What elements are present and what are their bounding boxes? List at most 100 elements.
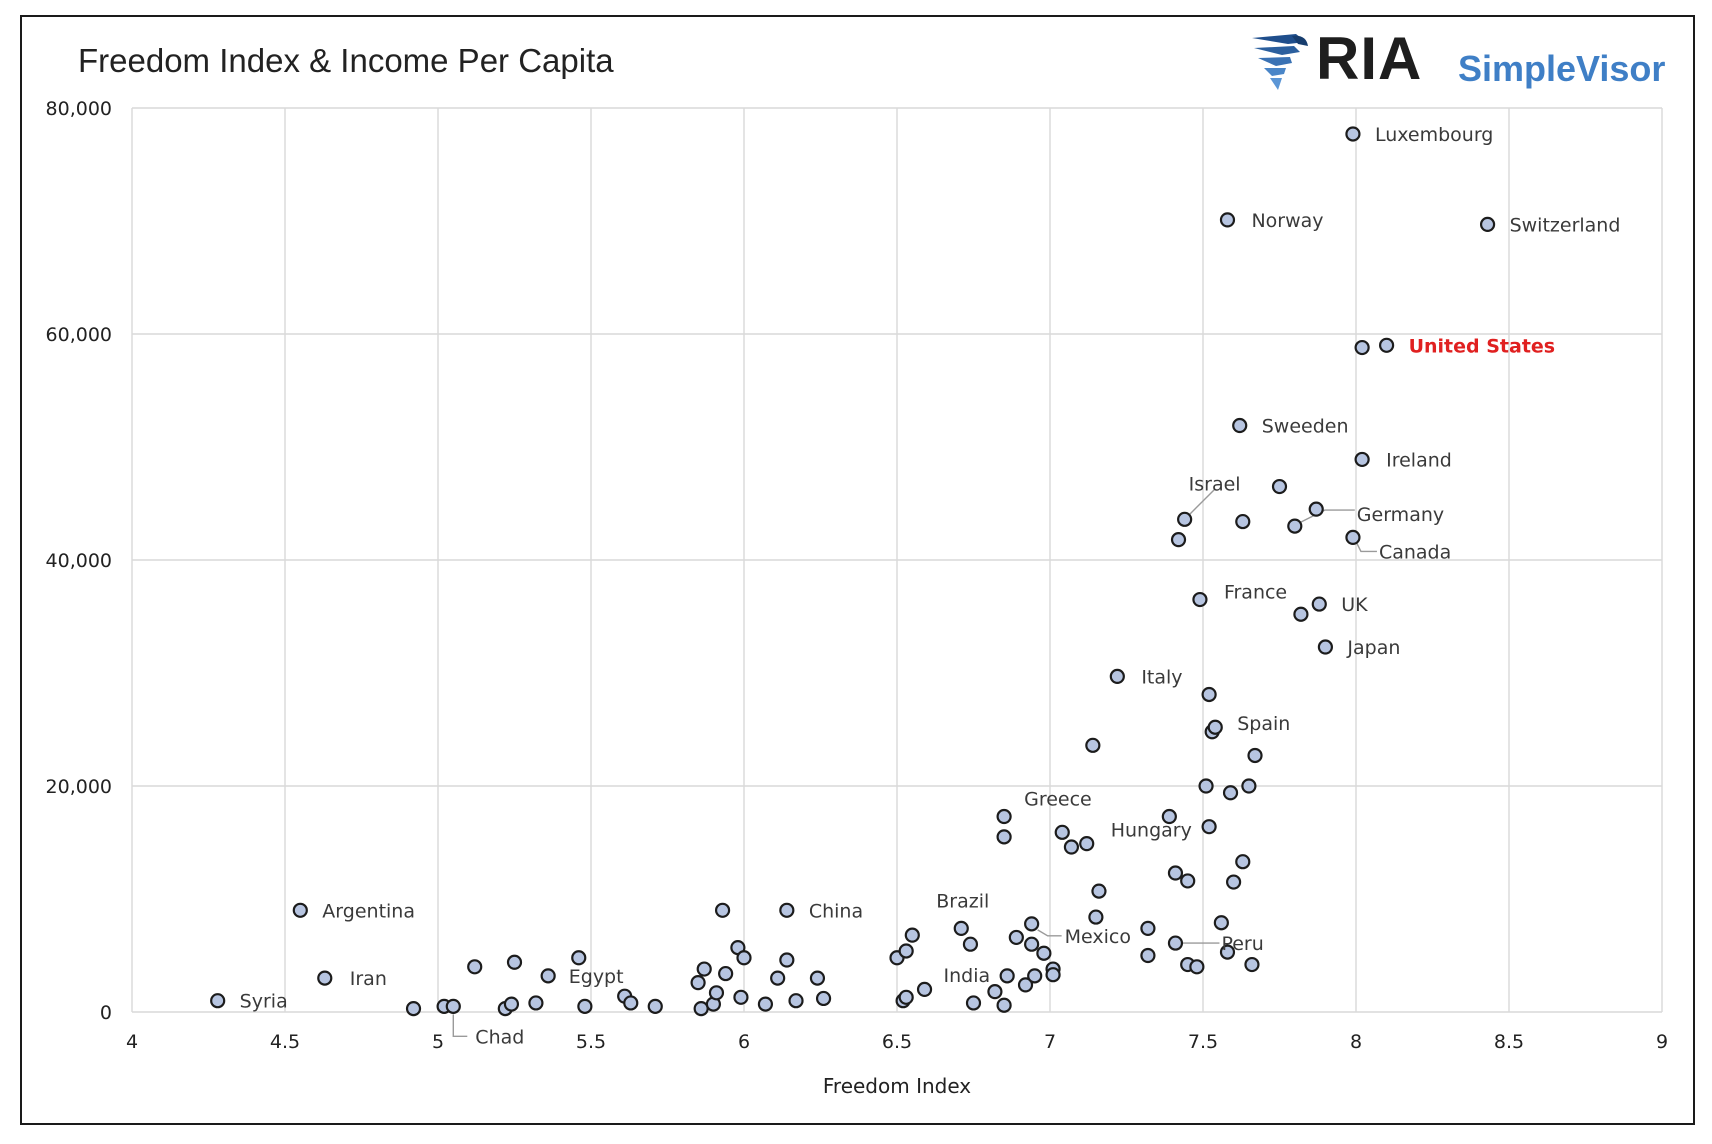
- data-point: [733, 989, 749, 1005]
- point-label-iran: Iran: [350, 968, 387, 990]
- data-point: [1232, 417, 1248, 434]
- point-label-sweeden: Sweeden: [1262, 416, 1349, 438]
- data-point: [1192, 591, 1208, 608]
- data-point: [1088, 909, 1104, 925]
- leader-line: [1037, 929, 1062, 937]
- data-point: [962, 936, 979, 952]
- point-label-syria: Syria: [240, 991, 288, 1013]
- data-point: [757, 996, 774, 1012]
- data-point: [540, 968, 556, 984]
- chart-frame: [20, 15, 1695, 1125]
- data-point: [996, 997, 1012, 1013]
- data-point: [1027, 968, 1043, 984]
- data-point: [577, 998, 593, 1014]
- data-points: [210, 126, 1496, 1017]
- point-label-israel: Israel: [1189, 473, 1241, 495]
- point-label-spain: Spain: [1237, 713, 1290, 735]
- leader-line: [1188, 488, 1216, 516]
- point-label-france: France: [1224, 582, 1287, 604]
- gridlines: [131, 107, 1663, 1013]
- data-point: [996, 829, 1012, 845]
- x-tick-label: 4.5: [270, 1031, 300, 1053]
- data-point: [898, 989, 914, 1005]
- point-label-italy: Italy: [1141, 666, 1182, 688]
- y-tick-label: 80,000: [46, 98, 112, 120]
- data-point: [1036, 945, 1052, 961]
- data-point: [1198, 778, 1214, 794]
- point-label-canada: Canada: [1379, 541, 1451, 563]
- data-point: [1045, 967, 1061, 983]
- leader-line: [1356, 543, 1377, 553]
- leader-lines: [452, 488, 1377, 1038]
- data-point: [1293, 606, 1309, 622]
- x-tick-label: 9: [1656, 1031, 1668, 1053]
- data-point: [292, 902, 308, 918]
- point-label-ireland: Ireland: [1386, 449, 1452, 471]
- data-point: [815, 990, 832, 1007]
- data-point: [1140, 920, 1156, 936]
- data-point: [1235, 513, 1251, 530]
- data-point: [996, 808, 1012, 825]
- data-point: [1317, 639, 1334, 655]
- data-point: [736, 950, 752, 966]
- data-point: [1225, 874, 1242, 890]
- data-point: [1345, 529, 1361, 546]
- data-point: [503, 996, 520, 1012]
- data-point: [1222, 785, 1239, 801]
- point-label-argentina: Argentina: [322, 900, 415, 922]
- data-point: [696, 961, 712, 977]
- data-point: [1177, 511, 1193, 527]
- data-point: [1308, 501, 1324, 517]
- data-point: [528, 995, 544, 1011]
- point-label-united-states: United States: [1409, 335, 1556, 357]
- logo-brand-text: RIA: [1316, 25, 1423, 92]
- point-label-mexico: Mexico: [1065, 926, 1131, 948]
- point-label-chad: Chad: [475, 1026, 524, 1048]
- data-point: [1354, 451, 1370, 468]
- data-point: [1247, 747, 1263, 764]
- x-tick-label: 7: [1044, 1031, 1056, 1053]
- point-label-switzerland: Switzerland: [1510, 214, 1621, 236]
- point-label-india: India: [944, 965, 991, 987]
- data-point: [1311, 596, 1327, 612]
- data-point: [1207, 719, 1223, 735]
- data-point: [690, 975, 706, 991]
- data-point: [693, 1001, 709, 1017]
- data-point: [779, 902, 795, 918]
- leader-line: [452, 1014, 468, 1038]
- y-tick-label: 20,000: [46, 776, 112, 798]
- x-tick-label: 8: [1350, 1031, 1362, 1053]
- data-point: [953, 920, 969, 936]
- point-labels: Syria Argentina Iran Chad Egypt China Brazil In…: [240, 124, 1621, 1048]
- point-label-uk: UK: [1341, 594, 1368, 616]
- data-point: [1008, 929, 1024, 946]
- x-tick-label: 5.5: [576, 1031, 606, 1053]
- data-point: [708, 985, 725, 1001]
- data-point: [1167, 935, 1184, 951]
- y-tick-label: 60,000: [46, 324, 112, 346]
- data-point: [1140, 947, 1156, 964]
- data-point: [1085, 737, 1101, 753]
- point-label-hungary: Hungary: [1111, 820, 1192, 842]
- data-point: [1180, 873, 1196, 889]
- data-point: [467, 959, 483, 975]
- data-point: [1378, 337, 1395, 353]
- data-point: [809, 970, 826, 986]
- data-point: [1109, 668, 1125, 684]
- x-tick-label: 8.5: [1494, 1031, 1524, 1053]
- data-point: [1287, 518, 1303, 534]
- data-point: [1244, 956, 1260, 973]
- data-point: [1189, 959, 1205, 975]
- point-label-china: China: [809, 900, 863, 922]
- point-label-greece: Greece: [1024, 789, 1092, 811]
- data-point: [445, 998, 461, 1014]
- data-point: [898, 943, 914, 959]
- data-point: [1063, 839, 1080, 855]
- data-point: [647, 998, 663, 1014]
- point-label-peru: Peru: [1221, 933, 1263, 955]
- x-tick-label: 6.5: [882, 1031, 912, 1053]
- data-point: [1241, 778, 1257, 794]
- logo-product-text: SimpleVisor: [1458, 48, 1666, 89]
- data-point: [904, 927, 920, 943]
